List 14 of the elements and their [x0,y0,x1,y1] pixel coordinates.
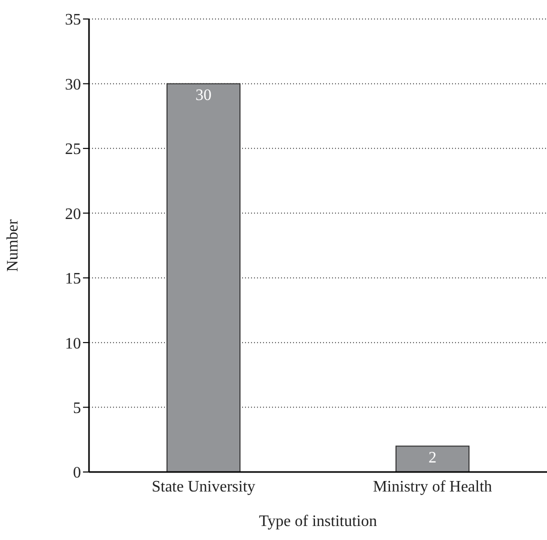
y-tick-label: 25 [65,141,81,158]
x-tick-label: State University [152,478,256,496]
y-axis-title: Number [4,218,22,272]
y-tick-label: 30 [65,76,81,94]
data-label: 30 [196,87,212,104]
x-axis-title: Type of institution [259,513,377,530]
y-tick-label: 15 [65,270,81,288]
y-tick-label: 0 [73,464,81,482]
y-tick-label: 10 [65,335,81,352]
x-tick-label: Ministry of Health [372,478,492,496]
y-tick-label: 20 [65,206,81,223]
y-tick-label: 35 [65,12,81,29]
y-tick-label: 5 [73,400,81,417]
data-label: 2 [428,449,436,466]
